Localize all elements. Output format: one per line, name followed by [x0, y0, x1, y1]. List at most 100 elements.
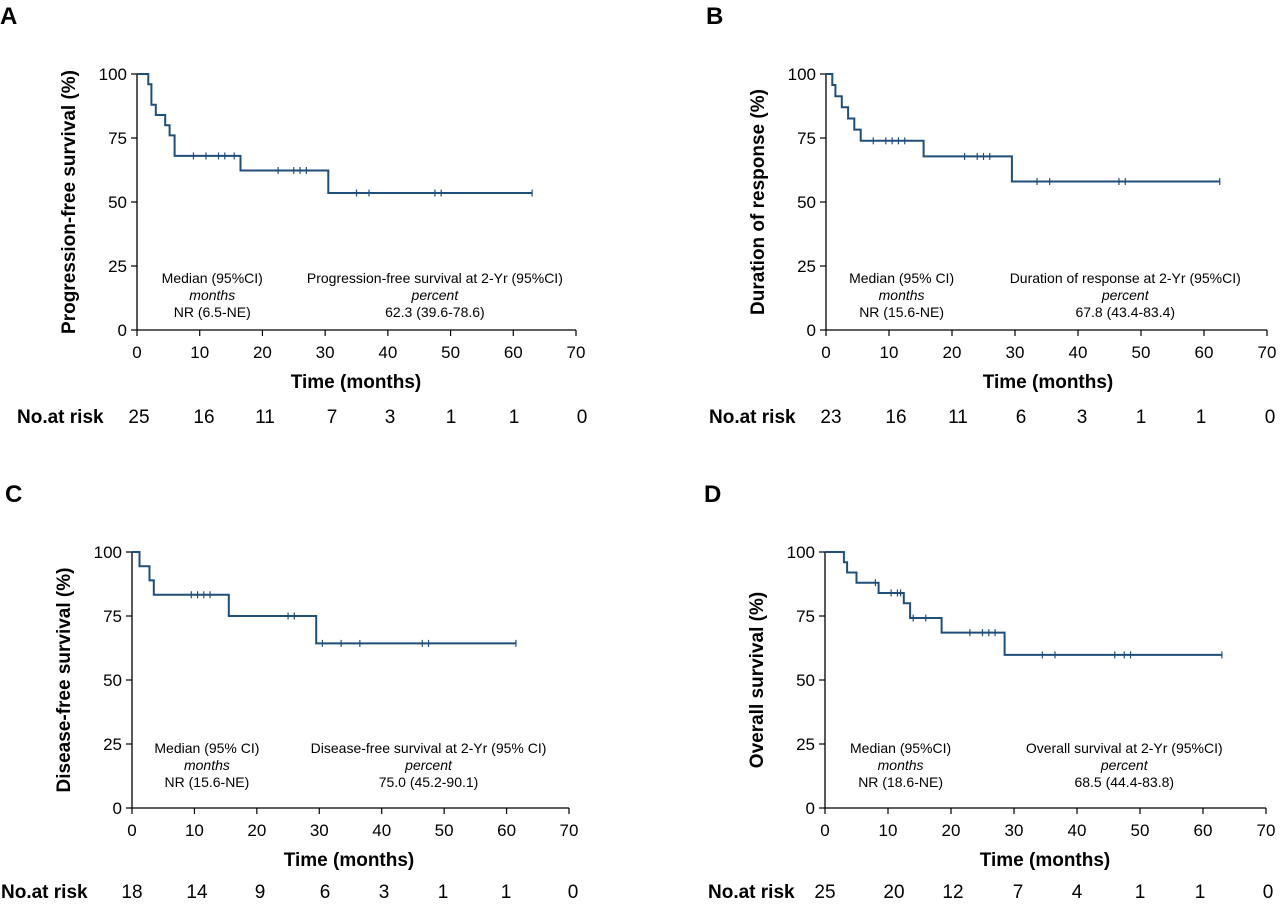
y-tick-label: 0: [806, 799, 815, 818]
km-curve-a: [137, 73, 533, 194]
median-value: NR (6.5-NE): [174, 304, 251, 320]
two-year-value: 75.0 (45.2-90.1): [379, 774, 479, 790]
y-tick-label: 100: [99, 65, 127, 84]
x-tick-label: 70: [1257, 821, 1276, 840]
risk-count: 7: [327, 407, 338, 428]
y-tick-label: 75: [103, 607, 122, 626]
panel-label: A: [0, 3, 17, 30]
two-year-heading: Overall survival at 2-Yr (95%CI): [1026, 740, 1223, 756]
x-axis-label: Time (months): [983, 372, 1114, 393]
x-tick-label: 30: [1006, 343, 1025, 362]
x-tick-label: 40: [372, 821, 391, 840]
y-tick-label: 25: [796, 735, 815, 754]
median-unit: months: [189, 287, 235, 303]
risk-count: 0: [1265, 407, 1276, 428]
risk-count: 1: [509, 407, 520, 428]
x-tick-label: 60: [1195, 343, 1214, 362]
risk-count: 1: [1135, 882, 1146, 903]
two-year-unit: percent: [1100, 757, 1149, 773]
x-tick-label: 0: [820, 821, 829, 840]
y-tick-label: 75: [796, 607, 815, 626]
x-tick-label: 70: [1258, 343, 1277, 362]
median-heading: Median (95%CI): [162, 270, 263, 286]
y-tick-label: 25: [103, 735, 122, 754]
x-tick-label: 20: [247, 821, 266, 840]
risk-count: 11: [255, 407, 275, 428]
median-heading: Median (95% CI): [849, 270, 954, 286]
y-tick-label: 25: [797, 257, 816, 276]
risk-count: 1: [501, 882, 512, 903]
x-tick-label: 0: [132, 343, 141, 362]
panel-b: B 0 25 50 75 100 0 10 20 30 40 50 60 70 Duration of re…: [640, 0, 1280, 452]
x-axis-label: Time (months): [284, 850, 415, 871]
y-tick-label: 50: [797, 193, 816, 212]
x-tick-label: 20: [253, 343, 272, 362]
risk-count: 16: [193, 407, 214, 428]
x-tick-label: 70: [560, 821, 579, 840]
risk-count: 20: [883, 882, 904, 903]
x-tick-label: 40: [1069, 343, 1088, 362]
y-axis-label: Progression-free survival (%): [59, 70, 80, 334]
x-tick-label: 60: [497, 821, 516, 840]
x-tick-label: 60: [1194, 821, 1213, 840]
panel-c: C 0 25 50 75 100 0 10 20 30 40 50 60 70 Disease-free s…: [0, 452, 640, 904]
y-tick-label: 25: [108, 257, 127, 276]
x-tick-label: 20: [943, 343, 962, 362]
two-year-heading: Progression-free survival at 2-Yr (95%CI…: [307, 270, 563, 286]
x-axis-label: Time (months): [980, 850, 1111, 871]
x-tick-label: 30: [1005, 821, 1024, 840]
x-tick-label: 0: [821, 343, 830, 362]
x-tick-label: 0: [127, 821, 136, 840]
x-tick-label: 40: [378, 343, 397, 362]
x-tick-label: 10: [190, 343, 209, 362]
two-year-value: 67.8 (43.4-83.4): [1075, 304, 1175, 320]
y-axis-label: Duration of response (%): [748, 89, 769, 315]
risk-count: 1: [1195, 882, 1206, 903]
panel-label: D: [704, 481, 721, 508]
y-tick-label: 0: [807, 321, 816, 340]
x-tick-label: 10: [185, 821, 204, 840]
risk-label: No.at risk: [1, 882, 88, 903]
panel-a: A 0 25 50 75 100 0 10 20 30 40 50 60 70 Progression-fr…: [0, 0, 640, 452]
risk-count: 4: [1072, 882, 1083, 903]
y-axis-label: Disease-free survival (%): [54, 568, 75, 793]
km-curve-c: [132, 551, 516, 645]
risk-count: 18: [121, 882, 142, 903]
x-tick-label: 70: [567, 343, 586, 362]
risk-label: No.at risk: [708, 882, 795, 903]
two-year-heading: Duration of response at 2-Yr (95%CI): [1010, 270, 1241, 286]
risk-count: 3: [1077, 407, 1088, 428]
risk-count: 9: [255, 882, 266, 903]
risk-count: 6: [320, 882, 331, 903]
risk-count: 3: [385, 407, 396, 428]
y-tick-label: 75: [797, 129, 816, 148]
median-unit: months: [879, 287, 925, 303]
risk-count: 1: [446, 407, 457, 428]
x-tick-label: 50: [1131, 821, 1150, 840]
risk-count: 6: [1016, 407, 1027, 428]
panel-label: C: [5, 481, 22, 508]
risk-count: 7: [1013, 882, 1024, 903]
x-tick-label: 10: [880, 343, 899, 362]
two-year-unit: percent: [404, 757, 453, 773]
x-tick-label: 50: [441, 343, 460, 362]
median-value: NR (15.6-NE): [165, 774, 250, 790]
risk-count: 25: [128, 407, 149, 428]
risk-label: No.at risk: [17, 407, 104, 428]
median-unit: months: [184, 757, 230, 773]
risk-count: 0: [1263, 882, 1274, 903]
panel-d: D 0 25 50 75 100 0 10 20 30 40 50 60 70 Overall surviv…: [640, 452, 1280, 904]
risk-count: 14: [186, 882, 208, 903]
x-tick-label: 40: [1068, 821, 1087, 840]
risk-count: 0: [577, 407, 588, 428]
risk-count: 1: [438, 882, 449, 903]
median-unit: months: [878, 757, 924, 773]
y-tick-label: 100: [787, 543, 815, 562]
two-year-value: 68.5 (44.4-83.8): [1074, 774, 1174, 790]
median-heading: Median (95%CI): [850, 740, 951, 756]
x-tick-label: 60: [504, 343, 523, 362]
x-tick-label: 50: [1132, 343, 1151, 362]
y-tick-label: 50: [103, 671, 122, 690]
